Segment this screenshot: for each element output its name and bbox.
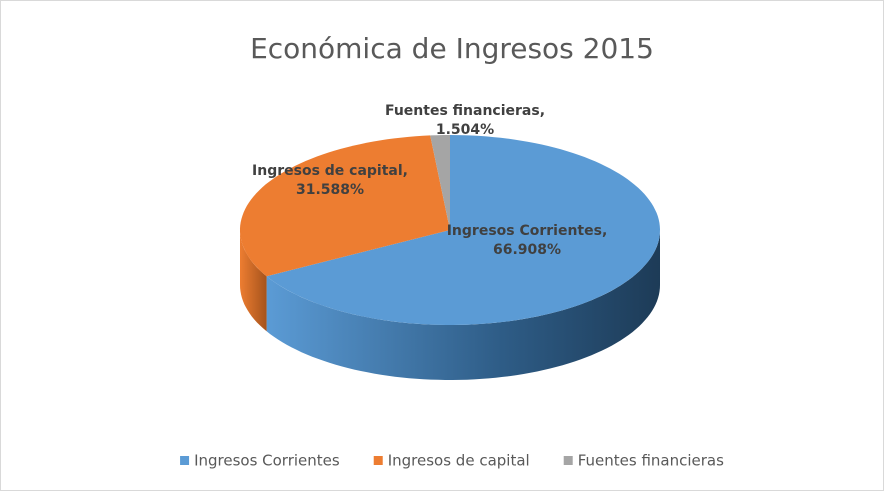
pie-slice	[430, 135, 450, 230]
legend-swatch	[373, 456, 383, 465]
legend-swatch	[180, 456, 190, 465]
data-label: Ingresos Corrientes, 66.908%	[446, 223, 608, 258]
legend-swatch	[563, 456, 573, 465]
pie-slice	[240, 135, 450, 277]
legend-label: Fuentes financieras	[578, 452, 724, 470]
pie-slice	[266, 135, 660, 325]
data-label: Ingresos de capital, 31.588%	[252, 163, 408, 198]
chart-title: Económica de Ingresos 2015	[250, 32, 654, 65]
pie-side	[266, 230, 660, 380]
legend-label: Ingresos Corrientes	[194, 452, 340, 470]
legend-label: Ingresos de capital	[388, 452, 530, 470]
pie-side	[240, 230, 267, 332]
data-label: Fuentes financieras, 1.504%	[384, 103, 546, 138]
